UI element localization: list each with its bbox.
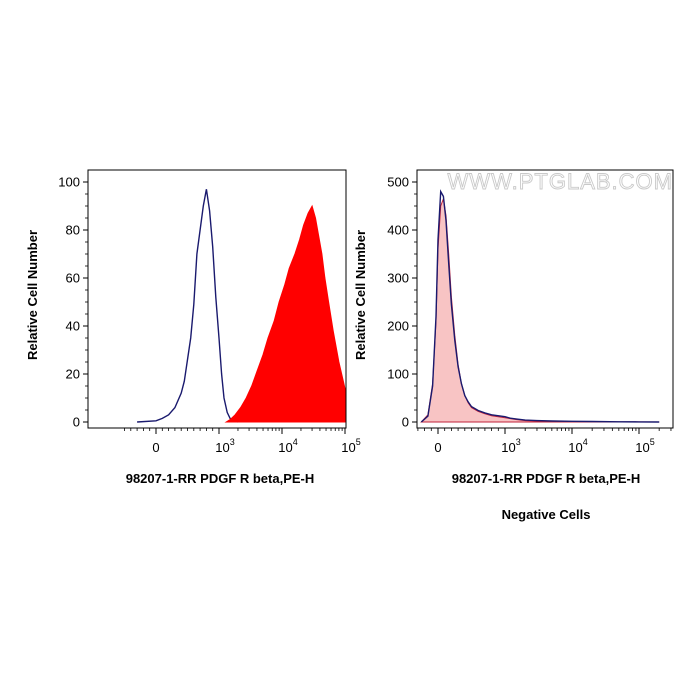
y-tick-label: 60 [66, 271, 80, 286]
panel-2-y-axis: 0 100 200 300 400 500 [387, 175, 417, 430]
y-tick-label: 500 [387, 175, 409, 190]
panel-1-series-2-filled-histogram [224, 204, 347, 423]
x-tick-label: 104 [278, 437, 297, 455]
y-tick-label: 0 [402, 415, 409, 430]
panel-2-title: Negative Cells [502, 507, 591, 522]
panel-1-plot-frame [87, 169, 347, 429]
y-tick-label: 100 [58, 175, 80, 190]
panel-2-x-axis: 0 103 104 105 [417, 428, 672, 455]
x-tick-label: 105 [341, 437, 360, 455]
histogram-panel-1: 0 20 40 60 80 100 0 103 104 105 Relative Cell Nu… [25, 169, 361, 486]
panel-2-x-axis-label: 98207-1-RR PDGF R beta,PE-H [452, 471, 641, 486]
watermark: WWW.PTGLAB.COM [448, 169, 673, 194]
panel-1-y-axis: 0 20 40 60 80 100 [58, 175, 88, 430]
panel-1-series-layer [137, 189, 347, 423]
x-tick-label: 104 [568, 437, 587, 455]
y-tick-label: 20 [66, 367, 80, 382]
panel-1-y-axis-label: Relative Cell Number [25, 230, 40, 360]
x-tick-label: 103 [501, 437, 520, 455]
y-tick-label: 400 [387, 223, 409, 238]
panel-2-y-axis-label: Relative Cell Number [353, 230, 368, 360]
x-tick-label: 103 [215, 437, 234, 455]
y-tick-label: 80 [66, 223, 80, 238]
x-tick-label: 0 [152, 440, 159, 455]
y-tick-label: 300 [387, 271, 409, 286]
x-tick-label: 0 [434, 440, 441, 455]
panel-1-series-1-outline-histogram [137, 189, 239, 423]
y-tick-label: 200 [387, 319, 409, 334]
panel-2-series-1-filled-histogram [420, 196, 660, 423]
panel-2-series-layer [420, 189, 660, 423]
panel-1-x-axis: 0 103 104 105 [124, 428, 361, 455]
x-tick-label: 105 [635, 437, 654, 455]
histogram-panel-2: 0 100 200 300 400 500 0 103 104 105 Relative Cel… [353, 169, 674, 522]
panel-2-series-2-outline-histogram [420, 189, 660, 423]
y-tick-label: 0 [73, 415, 80, 430]
y-tick-label: 40 [66, 319, 80, 334]
y-tick-label: 100 [387, 367, 409, 382]
panel-1-x-axis-label: 98207-1-RR PDGF R beta,PE-H [126, 471, 315, 486]
